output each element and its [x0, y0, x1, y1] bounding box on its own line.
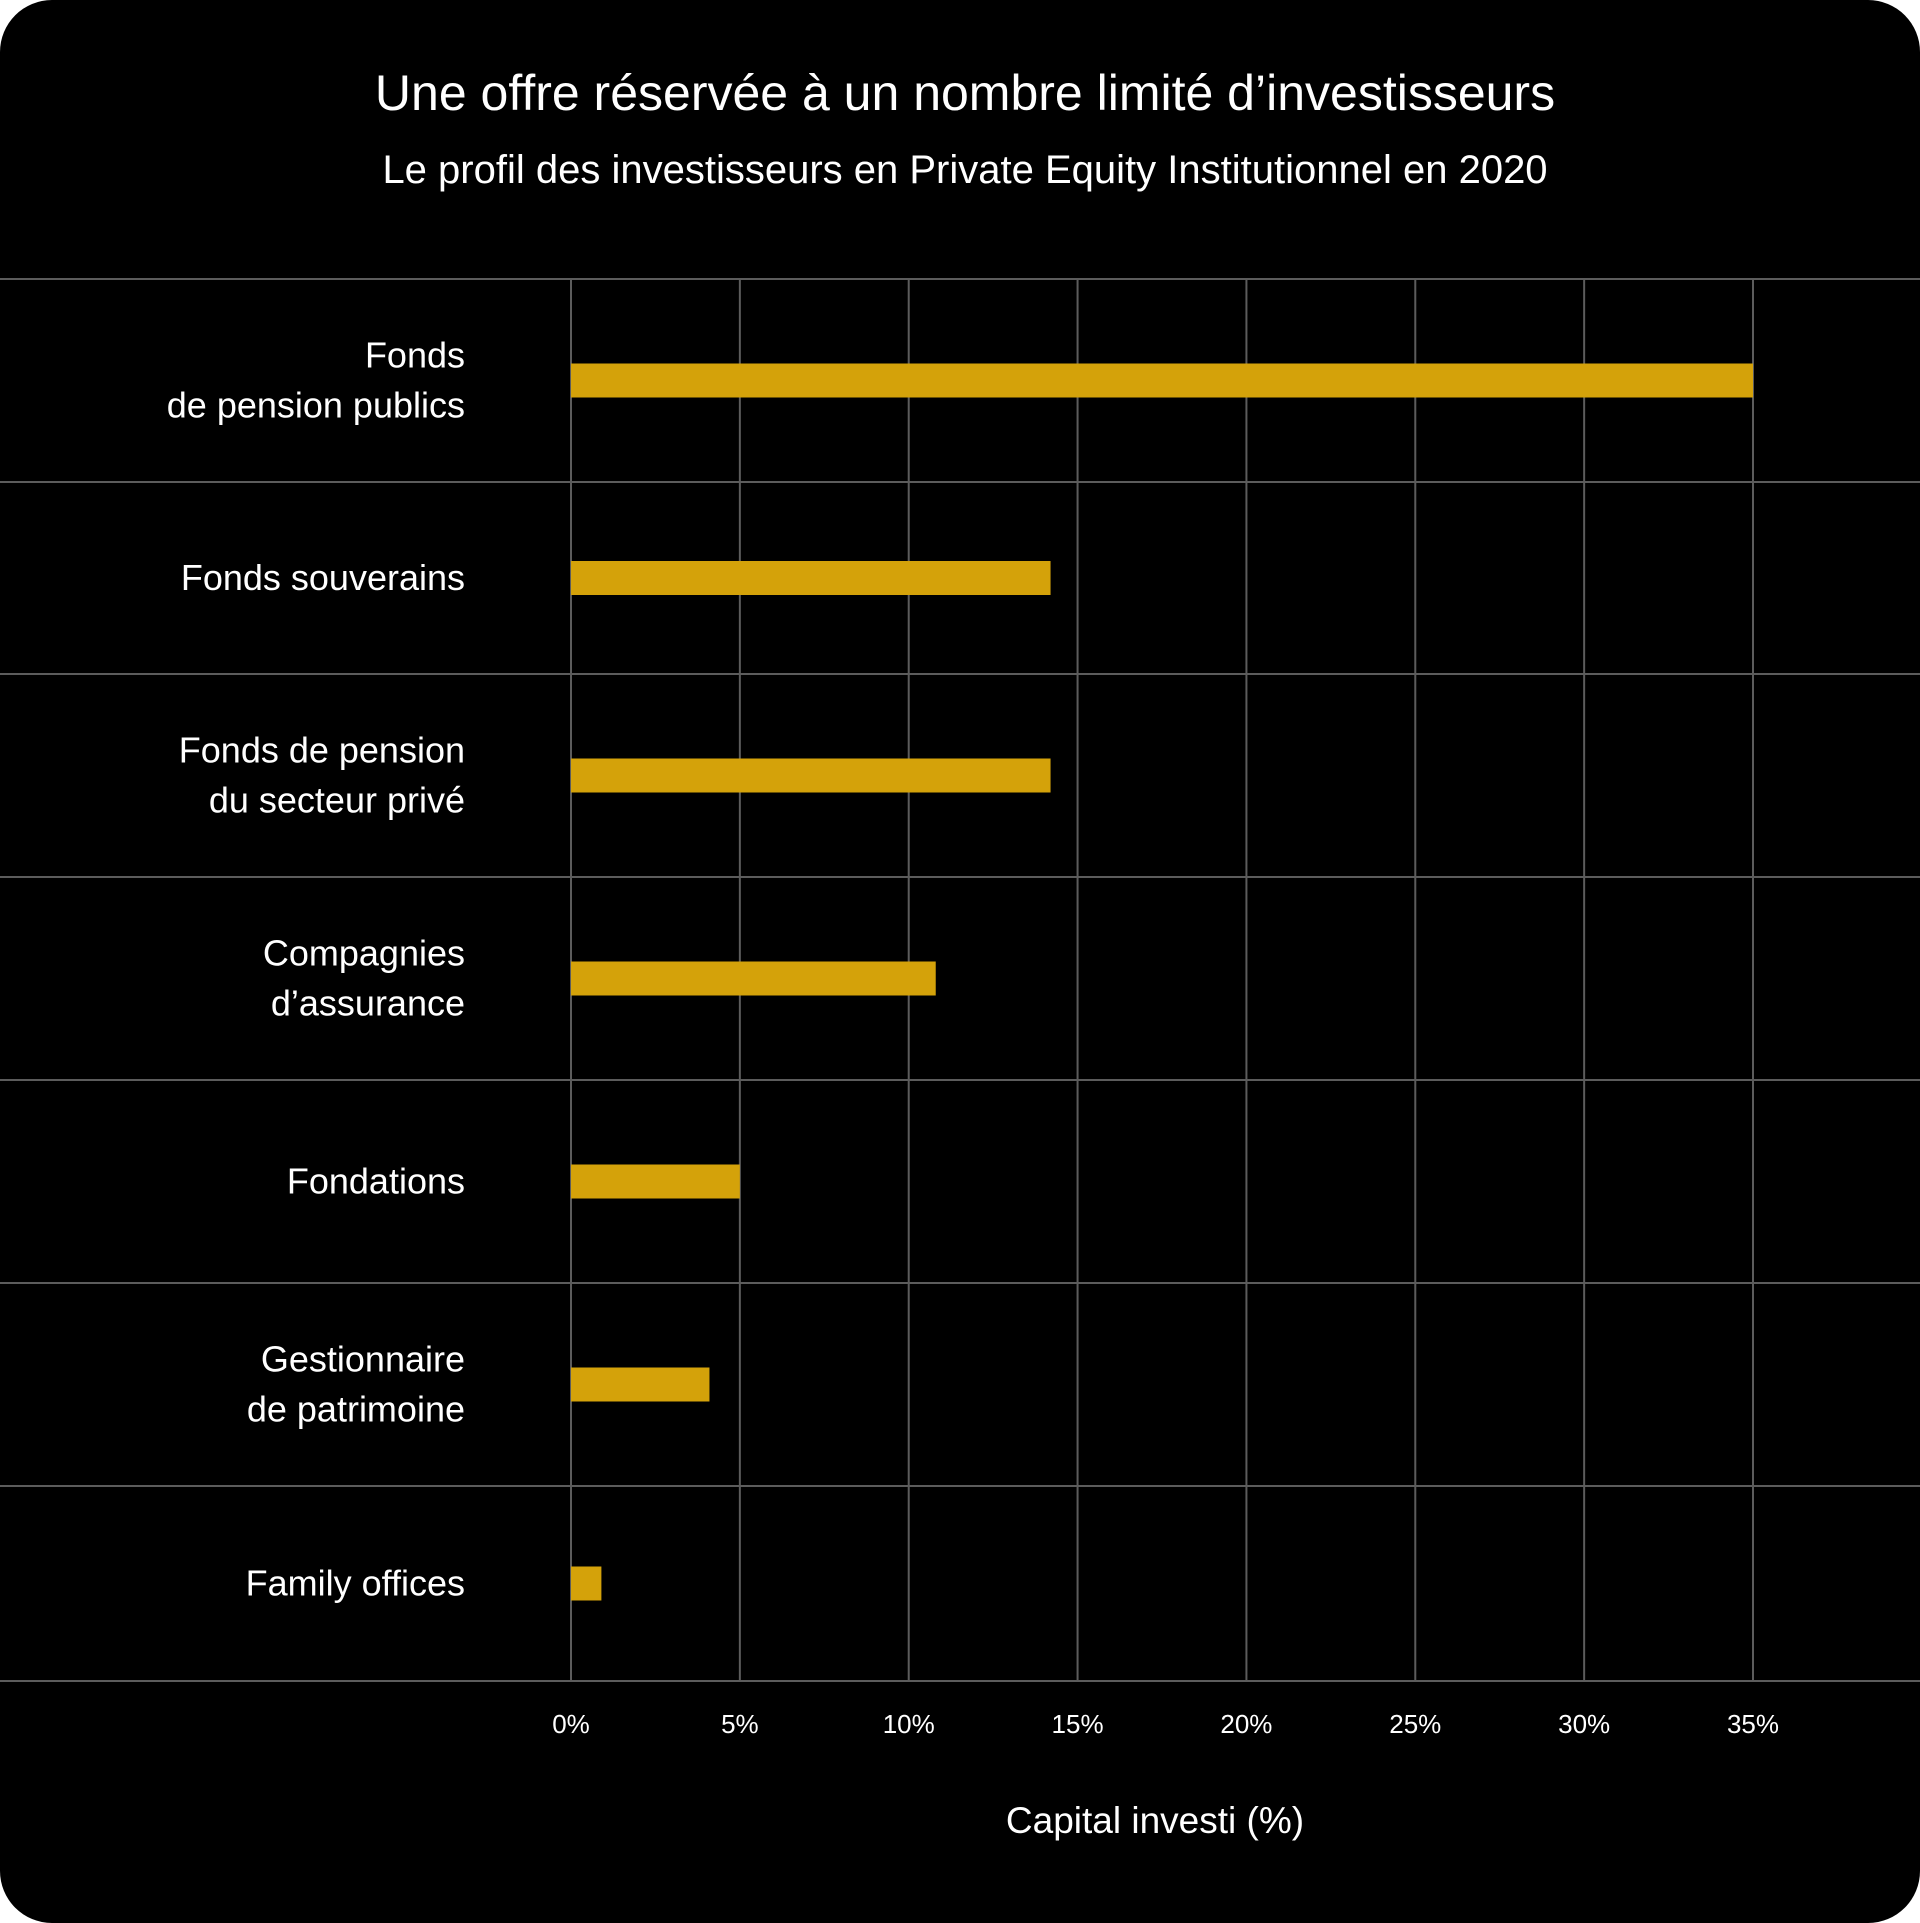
category-label: Family offices — [246, 1563, 465, 1604]
x-tick-labels: 0% 5% 10% 15% 20% 25% 30% 35% — [552, 1709, 1779, 1739]
category-label: d’assurance — [271, 983, 465, 1024]
category-label: Fondations — [287, 1161, 465, 1202]
x-tick-label: 25% — [1389, 1709, 1441, 1739]
x-axis-label: Capital investi (%) — [1006, 1800, 1304, 1841]
bar — [571, 363, 1753, 398]
bar — [571, 1566, 602, 1601]
category-labels: Fonds de pension publics Fonds souverains F… — [167, 335, 465, 1604]
category-label: Compagnies — [263, 933, 465, 974]
x-tick-label: 10% — [883, 1709, 935, 1739]
category-label: de patrimoine — [247, 1389, 465, 1430]
x-tick-label: 30% — [1558, 1709, 1610, 1739]
chart-title: Une offre réservée à un nombre limité d’… — [375, 65, 1555, 121]
x-tick-label: 35% — [1727, 1709, 1779, 1739]
bar — [571, 758, 1051, 793]
category-label: Fonds souverains — [181, 557, 465, 598]
category-label: Gestionnaire — [261, 1339, 465, 1380]
bar — [571, 1367, 710, 1402]
category-label: de pension publics — [167, 385, 465, 426]
bar — [571, 961, 936, 996]
bar — [571, 1164, 740, 1199]
category-label: Fonds de pension — [179, 730, 465, 771]
x-tick-label: 20% — [1220, 1709, 1272, 1739]
bar — [571, 561, 1051, 595]
x-tick-label: 0% — [552, 1709, 590, 1739]
chart-subtitle: Le profil des investisseurs en Private E… — [382, 148, 1547, 192]
x-tick-label: 5% — [721, 1709, 759, 1739]
category-label: Fonds — [365, 335, 465, 376]
gridlines — [0, 278, 1920, 1682]
category-label: du secteur privé — [209, 780, 465, 821]
x-tick-label: 15% — [1052, 1709, 1104, 1739]
bars — [571, 363, 1753, 1601]
